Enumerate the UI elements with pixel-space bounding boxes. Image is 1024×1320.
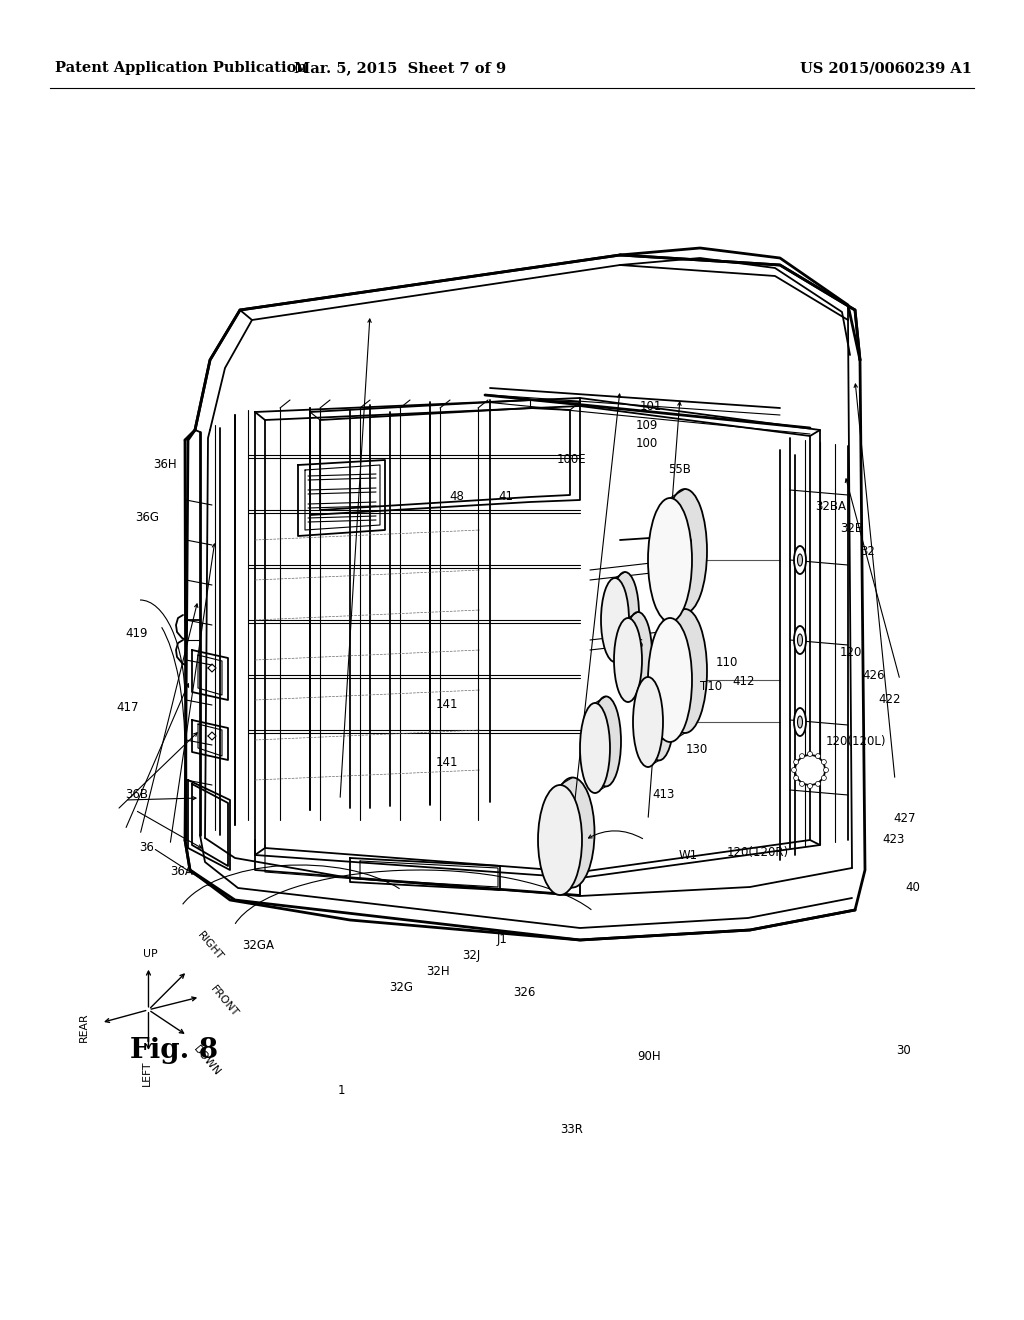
Text: 36G: 36G bbox=[135, 511, 159, 524]
Text: 36H: 36H bbox=[154, 458, 177, 471]
Text: 32B: 32B bbox=[840, 521, 862, 535]
Text: 48: 48 bbox=[450, 490, 464, 503]
Text: 40: 40 bbox=[905, 880, 921, 894]
Text: 36A: 36A bbox=[170, 865, 193, 878]
Text: 32: 32 bbox=[860, 545, 876, 558]
Ellipse shape bbox=[808, 784, 812, 788]
Text: 42: 42 bbox=[679, 537, 693, 550]
Text: 120(120R): 120(120R) bbox=[727, 846, 788, 859]
Text: REAR: REAR bbox=[79, 1012, 88, 1041]
Ellipse shape bbox=[798, 634, 803, 645]
Ellipse shape bbox=[794, 546, 806, 574]
Text: 33R: 33R bbox=[560, 1123, 583, 1137]
Ellipse shape bbox=[601, 578, 629, 663]
Text: 141: 141 bbox=[435, 756, 458, 770]
Text: LEFT: LEFT bbox=[141, 1061, 152, 1086]
Ellipse shape bbox=[800, 781, 805, 787]
Text: 419: 419 bbox=[125, 627, 147, 640]
Ellipse shape bbox=[808, 751, 812, 756]
Text: 110: 110 bbox=[716, 656, 738, 669]
Text: Patent Application Publication: Patent Application Publication bbox=[55, 61, 307, 75]
Text: 120(120L): 120(120L) bbox=[825, 735, 887, 748]
Ellipse shape bbox=[633, 677, 663, 767]
Text: 32J: 32J bbox=[462, 949, 480, 962]
Text: Fig. 8: Fig. 8 bbox=[130, 1036, 218, 1064]
Ellipse shape bbox=[821, 776, 826, 780]
Ellipse shape bbox=[538, 785, 582, 895]
Ellipse shape bbox=[821, 759, 826, 764]
Text: 427: 427 bbox=[893, 812, 915, 825]
Text: DOWN: DOWN bbox=[191, 1044, 222, 1078]
Ellipse shape bbox=[648, 498, 692, 622]
Ellipse shape bbox=[800, 754, 805, 759]
Ellipse shape bbox=[795, 755, 825, 785]
Text: 417: 417 bbox=[117, 701, 139, 714]
Text: 30: 30 bbox=[896, 1044, 910, 1057]
Text: 100: 100 bbox=[636, 437, 658, 450]
Text: 326: 326 bbox=[513, 986, 536, 999]
Ellipse shape bbox=[663, 488, 707, 612]
Text: W1: W1 bbox=[679, 849, 697, 862]
Ellipse shape bbox=[823, 767, 828, 772]
Text: 32H: 32H bbox=[426, 965, 451, 978]
Text: UP: UP bbox=[143, 949, 158, 958]
Text: 32G: 32G bbox=[389, 981, 414, 994]
Text: 90H: 90H bbox=[637, 1049, 662, 1063]
Text: 120: 120 bbox=[840, 645, 862, 659]
Text: Mar. 5, 2015  Sheet 7 of 9: Mar. 5, 2015 Sheet 7 of 9 bbox=[294, 61, 506, 75]
Ellipse shape bbox=[580, 704, 610, 793]
Ellipse shape bbox=[794, 759, 799, 764]
Text: FRONT: FRONT bbox=[209, 983, 241, 1019]
Text: 109: 109 bbox=[636, 418, 658, 432]
Ellipse shape bbox=[591, 697, 621, 787]
Ellipse shape bbox=[792, 767, 797, 772]
Ellipse shape bbox=[798, 715, 803, 729]
Text: 413: 413 bbox=[652, 788, 675, 801]
Ellipse shape bbox=[815, 754, 820, 759]
Text: US 2015/0060239 A1: US 2015/0060239 A1 bbox=[800, 61, 972, 75]
Text: 426: 426 bbox=[862, 669, 885, 682]
Ellipse shape bbox=[794, 708, 806, 737]
Text: 1: 1 bbox=[338, 1084, 345, 1097]
Ellipse shape bbox=[624, 612, 652, 696]
Ellipse shape bbox=[794, 626, 806, 653]
Text: T10: T10 bbox=[699, 680, 722, 693]
Text: 36B: 36B bbox=[125, 788, 147, 801]
Text: 422: 422 bbox=[879, 693, 901, 706]
Ellipse shape bbox=[794, 776, 799, 780]
Text: 100E: 100E bbox=[557, 453, 586, 466]
Text: 36: 36 bbox=[139, 841, 155, 854]
Text: J1: J1 bbox=[497, 933, 507, 946]
Text: 423: 423 bbox=[883, 833, 905, 846]
Ellipse shape bbox=[798, 554, 803, 566]
Text: 412: 412 bbox=[732, 675, 755, 688]
Text: W2: W2 bbox=[646, 730, 665, 743]
Text: 41: 41 bbox=[499, 490, 513, 503]
Text: 416: 416 bbox=[622, 638, 644, 651]
Ellipse shape bbox=[663, 609, 707, 733]
Ellipse shape bbox=[644, 671, 674, 760]
Text: RIGHT: RIGHT bbox=[196, 931, 225, 962]
Text: 101: 101 bbox=[640, 400, 663, 413]
Ellipse shape bbox=[815, 781, 820, 787]
Text: 32GA: 32GA bbox=[242, 939, 274, 952]
Ellipse shape bbox=[614, 618, 642, 702]
Text: 32BA: 32BA bbox=[815, 500, 846, 513]
Ellipse shape bbox=[648, 618, 692, 742]
Text: 130: 130 bbox=[685, 743, 708, 756]
Text: 141: 141 bbox=[435, 698, 458, 711]
Ellipse shape bbox=[611, 572, 639, 656]
Text: 55B: 55B bbox=[669, 463, 691, 477]
Ellipse shape bbox=[551, 777, 595, 887]
